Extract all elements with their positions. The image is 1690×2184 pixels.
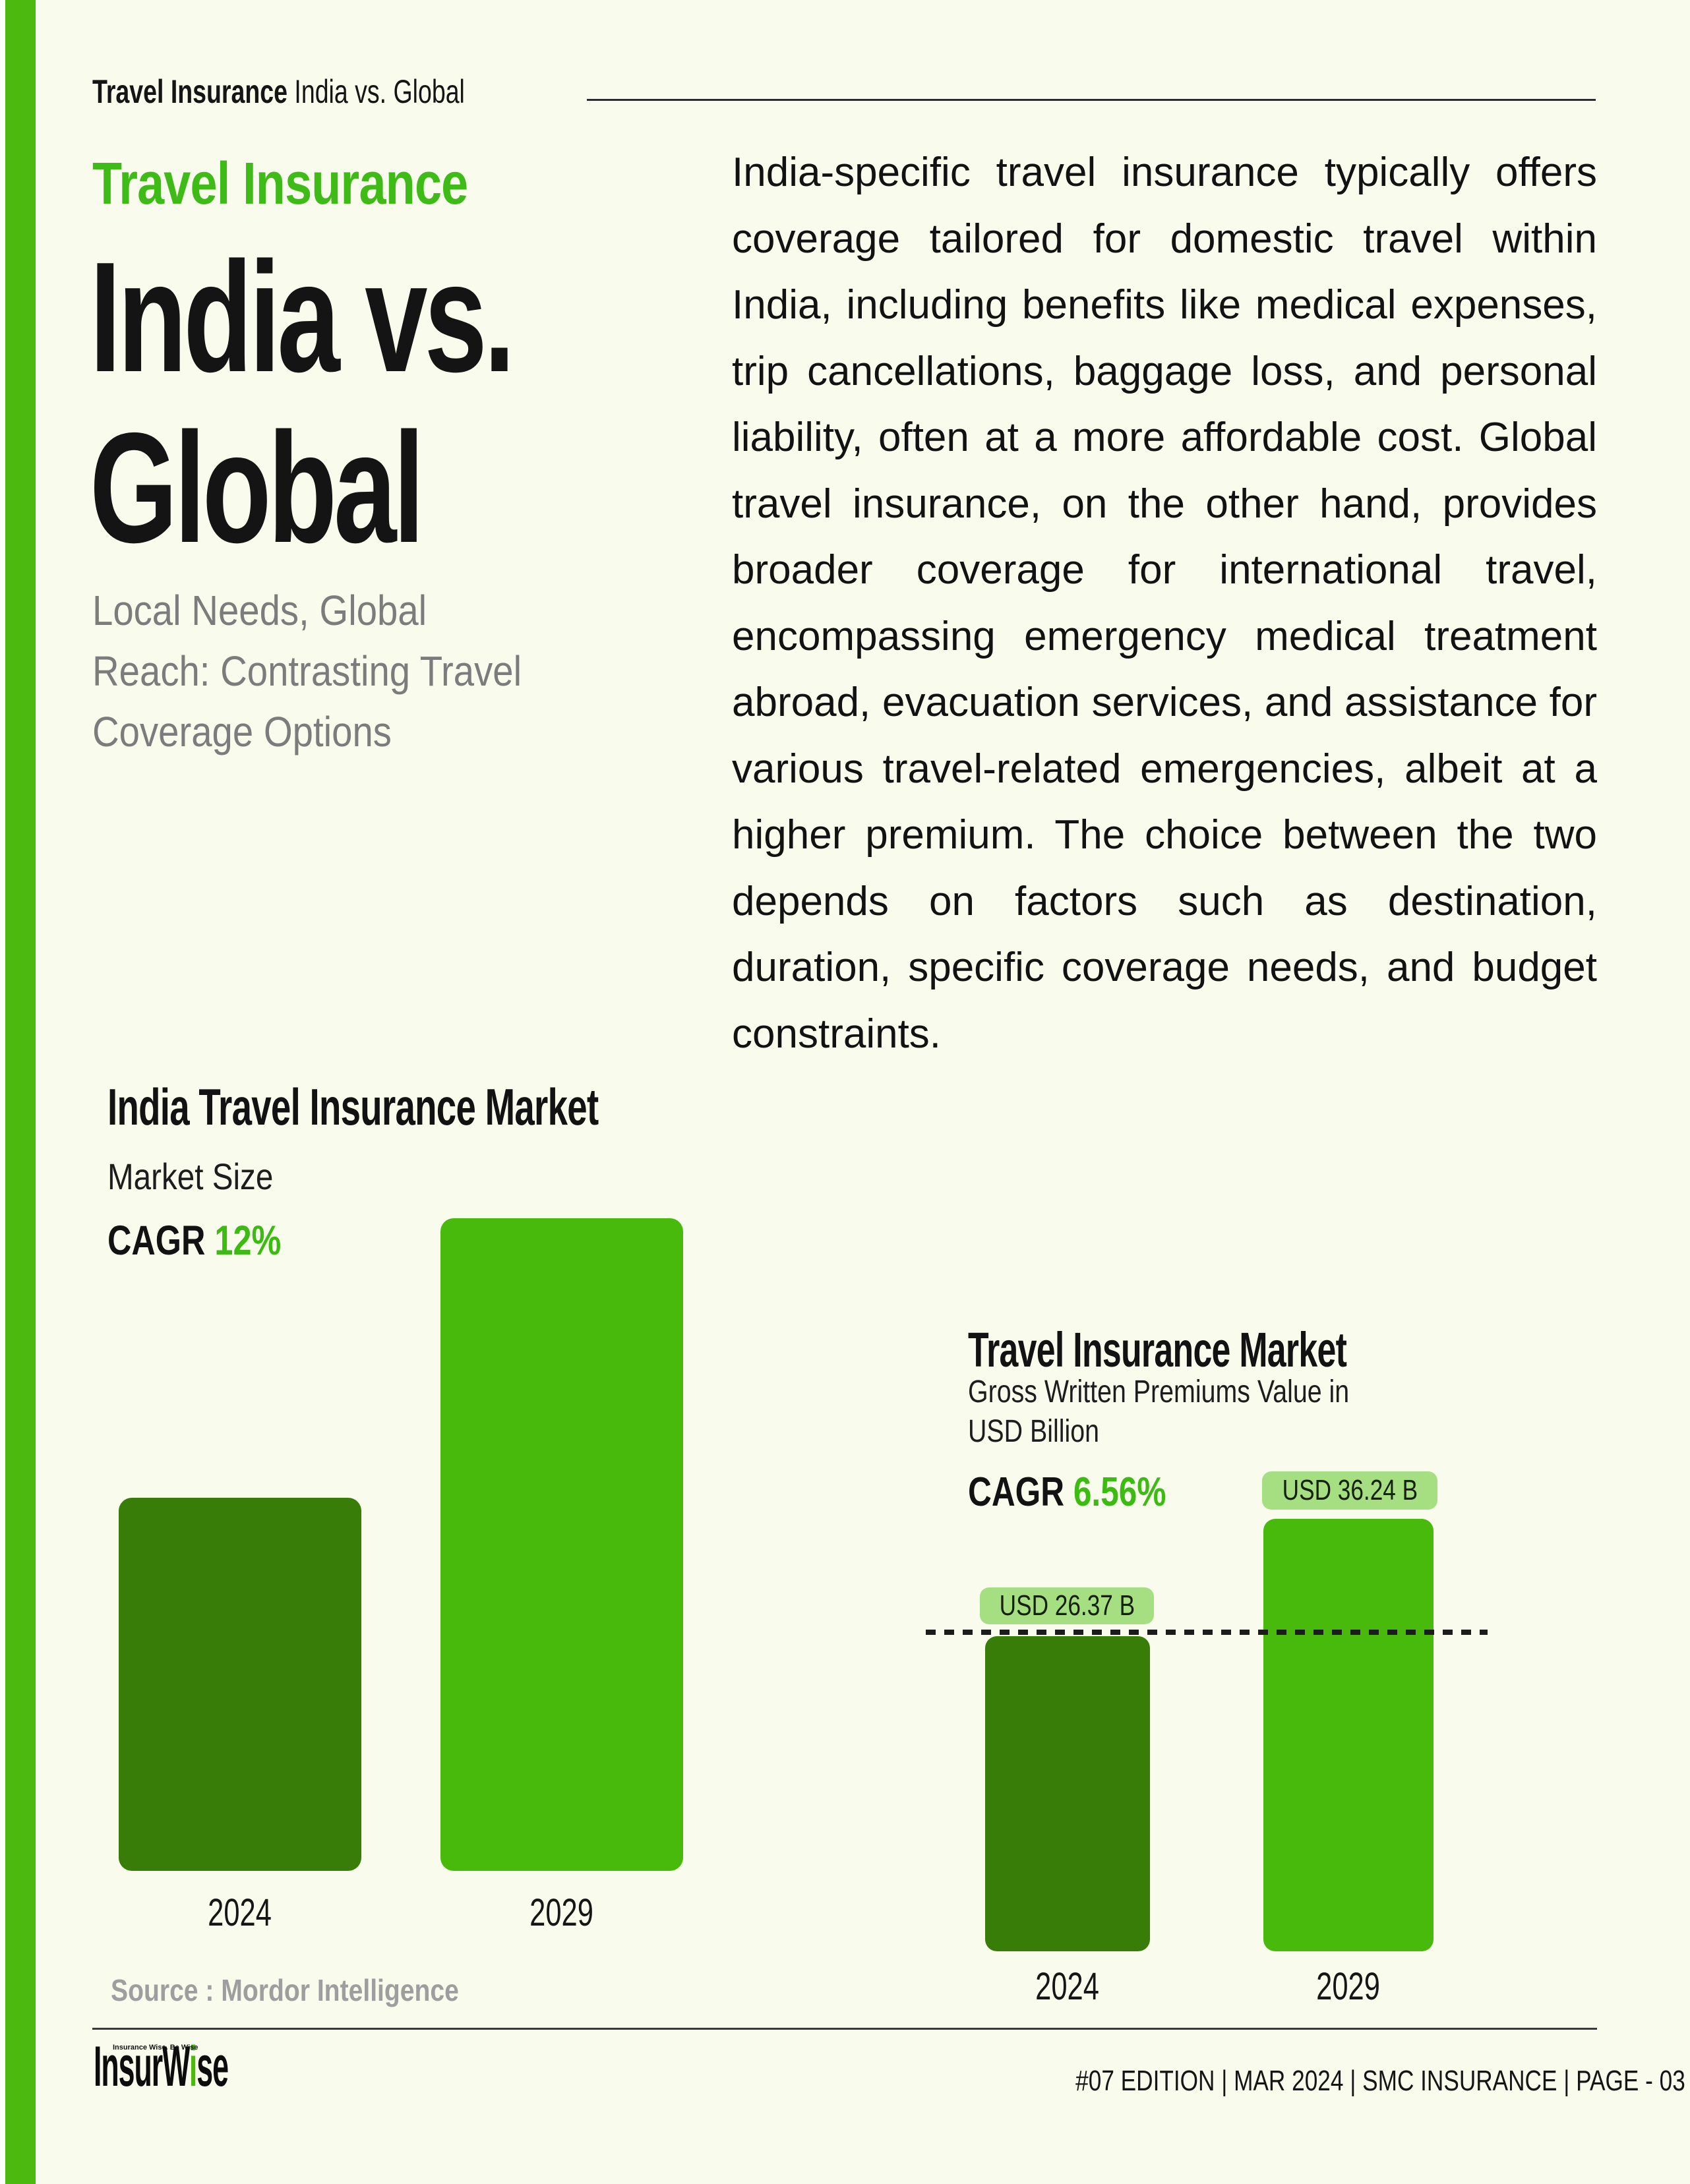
global-chart-label-2029: 2029 [1316,1965,1381,2008]
value-badge-2024: USD 26.37 B [980,1587,1154,1624]
global-chart-bar-2029 [1263,1519,1433,1951]
cagr-label: CAGR [968,1469,1065,1515]
hero-eyebrow: Travel Insurance [92,151,468,217]
logo-text-w: W [162,2035,190,2098]
page-edge [0,0,5,2184]
page-title-line1: India vs. [90,230,515,405]
footer-edition-info: #07 EDITION | MAR 2024 | SMC INSURANCE |… [1075,2065,1685,2097]
logo-text-i-green: i [189,2035,197,2098]
running-header-rest: India vs. Global [294,73,465,110]
hero-subtitle: Local Needs, Global Reach: Contrasting T… [92,587,522,755]
page-title: India vs. Global [90,232,676,574]
global-chart-bar-2024 [985,1636,1150,1951]
cagr-value: 6.56% [1073,1469,1166,1515]
brand-logo: InsurWise Insurance Wise. Be Wise [94,2038,423,2098]
global-chart-cagr: CAGR 6.56% [968,1469,1216,1516]
body-paragraph: India-specific travel insurance typicall… [732,150,1597,1057]
india-chart-label-2024: 2024 [208,1891,272,1934]
logo-tagline: Insurance Wise. Be Wise [113,2044,198,2051]
source-note: Source : Mordor Intelligence [111,1973,459,2007]
footer-divider [92,2028,1597,2030]
india-chart-title: India Travel Insurance Market [107,1078,599,1136]
logo-text-insur: Insur [94,2035,163,2098]
running-header: Travel Insurance India vs. Global [92,74,589,110]
cagr-value: 12% [214,1218,282,1264]
global-chart-label-2024: 2024 [1035,1965,1100,2008]
header-rule [587,99,1596,101]
india-chart-cagr: CAGR 12% [107,1217,324,1264]
global-chart-title: Travel Insurance Market [968,1322,1347,1377]
logo-text-se: se [196,2035,229,2098]
value-badge-2029: USD 36.24 B [1262,1471,1437,1510]
india-chart-label-2029: 2029 [529,1891,594,1934]
reference-dashed-line [926,1630,1488,1635]
left-accent-stripe [5,0,36,2184]
india-chart-bar-2024 [119,1498,361,1871]
cagr-label: CAGR [107,1218,206,1264]
india-chart-bar-2029 [440,1218,683,1871]
global-chart-subtitle: Gross Written Premiums Value in USD Bill… [968,1374,1350,1449]
india-chart-subtitle: Market Size [107,1156,274,1197]
running-header-bold: Travel Insurance [92,73,287,110]
page-title-line2: Global [90,401,425,576]
